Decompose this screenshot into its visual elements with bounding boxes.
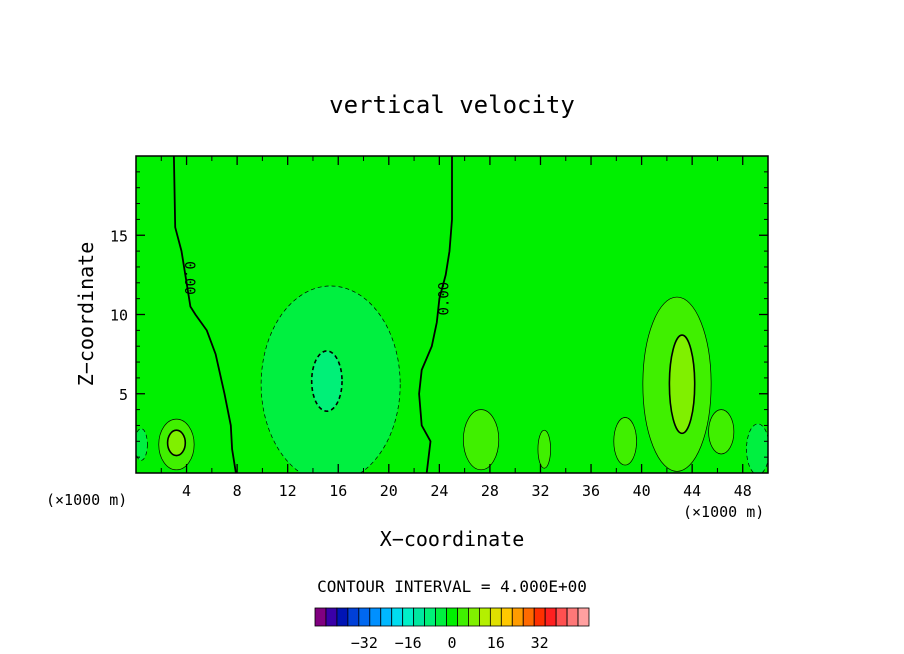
x-tick-label: 32 bbox=[531, 482, 549, 500]
colorbar-swatch bbox=[424, 607, 436, 627]
colorbar-swatch bbox=[566, 607, 579, 627]
colorbar bbox=[314, 607, 590, 627]
contour-region-updraft-28 bbox=[463, 409, 500, 471]
x-tick-label: 16 bbox=[329, 482, 347, 500]
colorbar-swatch bbox=[555, 607, 568, 627]
colorbar-swatch bbox=[478, 607, 491, 627]
y-axis-label: Z−coordinate bbox=[74, 242, 98, 387]
x-tick-label: 40 bbox=[633, 482, 651, 500]
colorbar-tick-label: −32 bbox=[351, 634, 378, 652]
contour-region-downdraft-inner bbox=[310, 350, 343, 412]
contour-label-2: 0.00 bbox=[436, 282, 452, 316]
y-tick-label: 5 bbox=[119, 386, 128, 404]
colorbar-swatch bbox=[369, 607, 382, 627]
colorbar-swatch bbox=[468, 607, 480, 627]
contour-region-updraft-39 bbox=[613, 417, 637, 466]
contour-label-1: 0.00 bbox=[181, 261, 197, 295]
colorbar-swatch bbox=[522, 607, 535, 627]
x-tick-label: 28 bbox=[481, 482, 499, 500]
colorbar-tick-label: 0 bbox=[447, 634, 456, 652]
colorbar-swatch bbox=[336, 607, 349, 627]
colorbar-swatch bbox=[435, 607, 447, 627]
colorbar-swatch bbox=[457, 607, 469, 627]
colorbar-swatch bbox=[544, 607, 557, 627]
chart-title: vertical velocity bbox=[329, 91, 575, 119]
colorbar-swatch bbox=[413, 607, 426, 627]
colorbar-swatch bbox=[446, 607, 458, 627]
x-tick-label: 20 bbox=[380, 482, 398, 500]
colorbar-swatch bbox=[325, 607, 338, 627]
colorbar-swatch bbox=[347, 607, 360, 627]
y-unit-label: (×1000 m) bbox=[683, 503, 764, 521]
contour-region-updraft-left-inner bbox=[166, 429, 187, 457]
colorbar-swatch bbox=[577, 607, 590, 627]
x-tick-label: 8 bbox=[233, 482, 242, 500]
colorbar-swatch bbox=[489, 607, 502, 627]
zero-contour-line-1 bbox=[173, 156, 237, 473]
y-tick-label: 10 bbox=[110, 307, 128, 325]
colorbar-swatch bbox=[533, 607, 546, 627]
colorbar-swatch bbox=[380, 607, 393, 627]
colorbar-swatch bbox=[500, 607, 513, 627]
colorbar-swatch bbox=[511, 607, 524, 627]
x-tick-label: 44 bbox=[683, 482, 701, 500]
contour-interval-label: CONTOUR INTERVAL = 4.000E+00 bbox=[317, 577, 587, 596]
contour-region-updraft-43-inner bbox=[668, 334, 696, 435]
colorbar-tick-label: −16 bbox=[395, 634, 422, 652]
contour-region-downdraft-left-edge bbox=[136, 428, 148, 461]
colorbar-tick-label: 32 bbox=[531, 634, 549, 652]
contour-region-downdraft-right bbox=[746, 423, 768, 473]
x-axis-label: X−coordinate bbox=[380, 527, 525, 551]
plot-area: 0.00 0.00 bbox=[136, 156, 768, 473]
x-tick-label: 12 bbox=[279, 482, 297, 500]
colorbar-swatch bbox=[358, 607, 371, 627]
colorbar-swatch bbox=[402, 607, 415, 627]
zero-contour-line-2 bbox=[418, 156, 453, 473]
y-tick-label: 15 bbox=[110, 227, 128, 245]
contour-region-updraft-46 bbox=[708, 409, 735, 455]
x-tick-label: 48 bbox=[734, 482, 752, 500]
contour-region-updraft-32 bbox=[537, 429, 551, 469]
x-tick-label: 4 bbox=[182, 482, 191, 500]
x-tick-label: 24 bbox=[430, 482, 448, 500]
colorbar-tick-label: 16 bbox=[487, 634, 505, 652]
x-tick-label: 36 bbox=[582, 482, 600, 500]
x-unit-label: (×1000 m) bbox=[46, 491, 127, 509]
colorbar-swatch bbox=[391, 607, 404, 627]
colorbar-swatch bbox=[314, 607, 327, 627]
